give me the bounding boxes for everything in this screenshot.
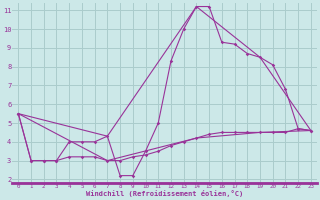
- X-axis label: Windchill (Refroidissement éolien,°C): Windchill (Refroidissement éolien,°C): [86, 190, 243, 197]
